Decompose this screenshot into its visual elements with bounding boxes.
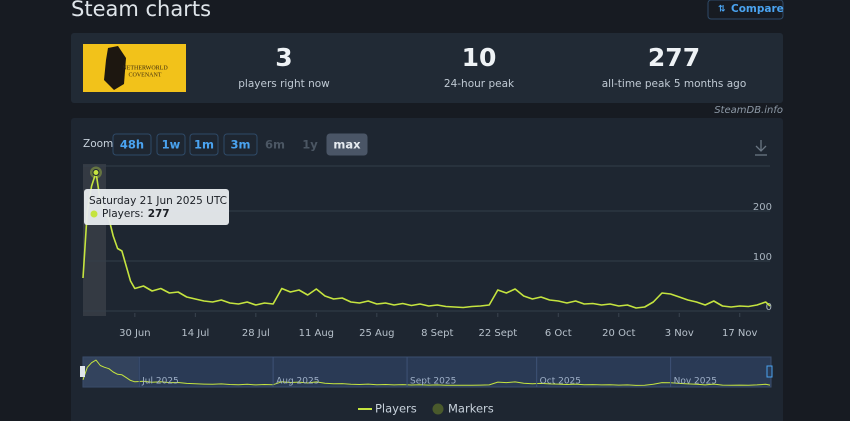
- tooltip-box: [84, 189, 229, 225]
- tooltip-label: Players:: [102, 208, 144, 220]
- x-tick-label: 11 Aug: [299, 328, 334, 339]
- navigator-label: Aug 2025: [276, 377, 319, 387]
- navigator-line: [82, 359, 771, 386]
- peak-point: [92, 169, 100, 176]
- navigator-label: Nov 2025: [674, 377, 717, 387]
- navigator-handle[interactable]: [80, 366, 85, 377]
- page-title: Steam charts: [71, 0, 211, 21]
- x-tick-label: 30 Jun: [119, 328, 151, 339]
- x-tick-label: 25 Aug: [359, 328, 394, 339]
- zoom-button-label: 1y: [302, 138, 318, 152]
- navigator-content: Jul 2025 Aug 2025 Sept 2025 Oct 2025 Nov 202…: [80, 357, 773, 387]
- navigator-handle[interactable]: [766, 365, 773, 378]
- zoom-button[interactable]: [112, 133, 152, 156]
- zoom-button-label[interactable]: 3m: [231, 138, 251, 152]
- tooltip-date: Saturday 21 Jun 2025 UTC: [89, 195, 227, 207]
- x-tick-label: 3 Nov: [665, 328, 694, 339]
- y-tick-label: 100: [753, 252, 772, 263]
- navigator-label: Jul 2025: [141, 377, 179, 387]
- zoom-button[interactable]: [326, 133, 368, 156]
- download-icon[interactable]: [755, 140, 767, 156]
- chart-panel: [71, 118, 783, 421]
- chart: 0 100 200 30 Jun 14 Jul 28 Jul 11 Aug 25 Aug 8 S…: [82, 165, 772, 339]
- hover-band: [83, 164, 106, 316]
- x-tick-label: 20 Oct: [602, 328, 635, 339]
- stat-value: 10: [462, 43, 497, 72]
- credit: SteamDB.info: [714, 105, 783, 116]
- zoom-button-label[interactable]: 1w: [162, 138, 181, 152]
- stat-label: all-time peak 5 months ago: [602, 78, 747, 90]
- stat-value: 3: [275, 43, 292, 72]
- zoom-button-label[interactable]: max: [333, 138, 361, 152]
- compare-icon: ⇅: [718, 5, 726, 15]
- legend-dot: [432, 403, 444, 415]
- download-icon-head: [755, 145, 767, 152]
- game-art: [104, 46, 126, 90]
- zoom-button-label[interactable]: 1m: [194, 138, 214, 152]
- stats-panel: [71, 33, 783, 103]
- x-tick-label: 8 Sept: [421, 328, 453, 339]
- x-tick-label: 6 Oct: [545, 328, 572, 339]
- x-tick-label: 17 Nov: [722, 328, 758, 339]
- zoom-label: Zoom: [83, 138, 113, 150]
- zoom-button[interactable]: [156, 133, 186, 156]
- legend-label[interactable]: Players: [375, 402, 417, 416]
- x-tick-label: 22 Sept: [478, 328, 517, 339]
- stat-value: 277: [648, 43, 700, 72]
- tooltip-row: Players: 277: [102, 208, 170, 220]
- tooltip-value: 277: [148, 208, 170, 220]
- legend-label[interactable]: Markers: [448, 402, 494, 416]
- x-tick-label: 28 Jul: [242, 328, 270, 339]
- zoom-buttons: 48h 1w 1m 3m 6m 1y max: [112, 133, 368, 156]
- y-tick-label: 0: [766, 302, 772, 313]
- zoom-button-label[interactable]: 48h: [120, 138, 144, 152]
- navigator[interactable]: [82, 356, 772, 388]
- stat-label: 24-hour peak: [444, 78, 515, 90]
- navigator-label: Sept 2025: [410, 377, 456, 387]
- legend: Players Markers: [358, 402, 494, 416]
- zoom-button-label: 6m: [265, 138, 285, 152]
- tooltip-dot: [90, 210, 98, 218]
- zoom-button[interactable]: [189, 133, 219, 156]
- stat-label: players right now: [238, 78, 330, 90]
- y-tick-label: 200: [753, 202, 772, 213]
- game-logo-text: COVENANT: [129, 72, 162, 78]
- compare-button[interactable]: [707, 0, 784, 20]
- stats: 3 players right now 10 24-hour peak 277 all-t…: [238, 43, 746, 90]
- navigator-label: Oct 2025: [540, 377, 581, 387]
- x-tick-label: 14 Jul: [181, 328, 209, 339]
- game-logo-text: NETHERWORLD: [122, 65, 168, 71]
- game-image[interactable]: [83, 44, 186, 92]
- navigator-window[interactable]: [83, 357, 138, 387]
- zoom-button[interactable]: [223, 133, 258, 156]
- compare-label[interactable]: Compare: [731, 3, 784, 15]
- players-line: [82, 171, 771, 309]
